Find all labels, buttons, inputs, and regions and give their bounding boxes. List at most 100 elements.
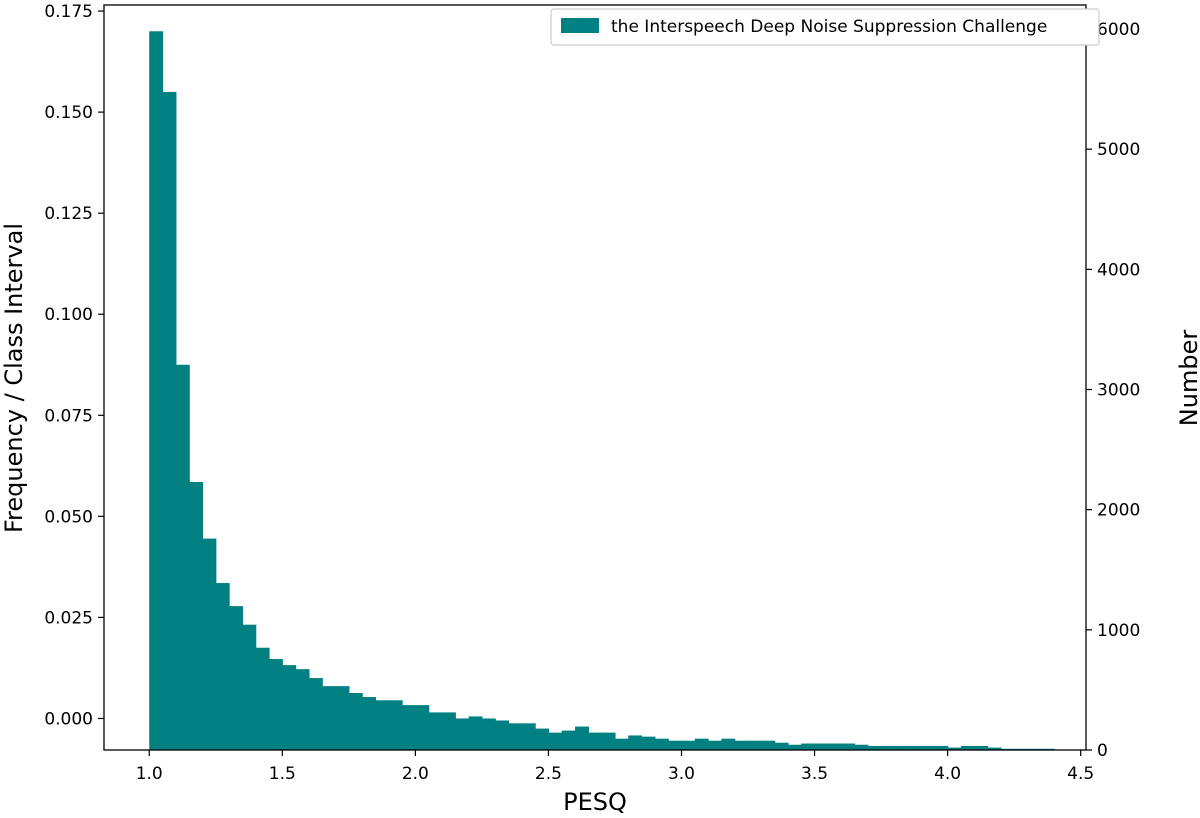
y-axis-right: 0 1000 2000 3000 4000 5000 6000 bbox=[1086, 20, 1140, 761]
histogram-bar bbox=[362, 697, 377, 750]
histogram-bar bbox=[921, 745, 935, 750]
y-axis-left: 0.000 0.025 0.050 0.075 0.100 0.125 0.150 0.175 bbox=[44, 2, 104, 729]
x-tick-label: 2.5 bbox=[535, 764, 562, 784]
histogram-bar bbox=[748, 740, 762, 750]
histogram-bar bbox=[575, 726, 589, 750]
histogram-bar bbox=[654, 738, 669, 750]
x-tick-label: 4.5 bbox=[1067, 764, 1094, 784]
y-axis-right-title: Number bbox=[1175, 330, 1200, 427]
histogram-bar bbox=[322, 686, 337, 750]
histogram-bar bbox=[734, 740, 749, 750]
histogram-bar bbox=[242, 624, 257, 750]
histogram-bar bbox=[455, 718, 470, 750]
histogram-bar bbox=[441, 712, 456, 750]
histogram-bar bbox=[628, 735, 643, 750]
histogram-bar bbox=[827, 743, 842, 750]
y-right-tick-label: 6000 bbox=[1097, 20, 1140, 40]
histogram-bar bbox=[202, 538, 217, 750]
histogram-bar bbox=[415, 705, 430, 750]
histogram-bar bbox=[535, 728, 550, 750]
histogram-bar bbox=[721, 738, 736, 750]
histogram-bar bbox=[854, 744, 869, 750]
plot-frame bbox=[103, 4, 1087, 751]
bars-group bbox=[149, 31, 1055, 751]
histogram-bar bbox=[974, 745, 989, 750]
legend-swatch bbox=[561, 18, 599, 33]
x-tick-label: 4.0 bbox=[934, 764, 961, 784]
y-axis-left-title: Frequency / Class Interval bbox=[0, 223, 28, 533]
y-left-tick-label: 0.100 bbox=[44, 305, 93, 325]
histogram-bar bbox=[521, 723, 536, 750]
histogram-bar bbox=[960, 745, 975, 750]
histogram-bar bbox=[402, 705, 416, 750]
x-axis: 1.0 1.5 2.0 2.5 3.0 3.5 4.0 4.5 bbox=[136, 750, 1094, 784]
histogram-bar bbox=[641, 736, 656, 750]
x-axis-title: PESQ bbox=[563, 788, 627, 816]
histogram-bar bbox=[681, 740, 696, 750]
y-left-tick-label: 0.075 bbox=[44, 406, 93, 426]
legend: the Interspeech Deep Noise Suppression C… bbox=[550, 8, 1100, 46]
histogram-bar bbox=[255, 647, 270, 750]
histogram-bar bbox=[548, 732, 563, 750]
histogram-bar bbox=[229, 606, 243, 750]
y-right-tick-label: 1000 bbox=[1097, 621, 1140, 641]
histogram-bar bbox=[907, 745, 922, 750]
x-tick-label: 3.5 bbox=[801, 764, 828, 784]
histogram-bar bbox=[481, 718, 496, 750]
histogram-bar bbox=[388, 700, 403, 750]
histogram-bar bbox=[335, 686, 350, 750]
histogram-bar bbox=[175, 364, 190, 750]
histogram-bar bbox=[308, 678, 323, 750]
histogram-bar bbox=[561, 730, 576, 750]
legend-box bbox=[550, 8, 1100, 46]
histogram-bar bbox=[814, 743, 829, 750]
y-left-tick-label: 0.125 bbox=[44, 204, 93, 224]
histogram-bar bbox=[495, 720, 510, 750]
histogram-bar bbox=[787, 744, 802, 750]
y-left-tick-label: 0.050 bbox=[44, 507, 93, 527]
histogram-bar bbox=[774, 742, 789, 750]
x-tick-label: 1.0 bbox=[136, 764, 163, 784]
histogram-bar bbox=[348, 693, 363, 750]
histogram-bar bbox=[881, 745, 895, 750]
histogram-bar bbox=[282, 665, 297, 750]
histogram-bar bbox=[694, 738, 709, 750]
y-right-tick-label: 0 bbox=[1097, 741, 1108, 761]
histogram-bar bbox=[295, 669, 310, 750]
x-tick-label: 3.0 bbox=[668, 764, 695, 784]
histogram-bar bbox=[268, 659, 283, 750]
histogram-bar bbox=[428, 712, 443, 750]
histogram-bar bbox=[668, 740, 683, 750]
y-left-tick-label: 0.000 bbox=[44, 709, 93, 729]
y-right-tick-label: 2000 bbox=[1097, 501, 1140, 521]
histogram-bar bbox=[987, 747, 1002, 750]
histogram-bar bbox=[588, 732, 603, 750]
histogram-bar bbox=[215, 583, 230, 750]
histogram-bar bbox=[375, 700, 390, 750]
y-left-tick-label: 0.175 bbox=[44, 2, 93, 22]
histogram-bar bbox=[708, 740, 723, 750]
histogram-bar bbox=[867, 745, 882, 750]
histogram-bar bbox=[841, 743, 856, 750]
histogram-bar bbox=[162, 91, 177, 751]
histogram-bar bbox=[801, 743, 816, 750]
histogram-bar bbox=[189, 481, 204, 750]
histogram-bar bbox=[761, 740, 776, 750]
histogram-bar bbox=[468, 716, 483, 750]
x-tick-label: 2.0 bbox=[402, 764, 429, 784]
histogram-bar bbox=[894, 745, 909, 750]
legend-label: the Interspeech Deep Noise Suppression C… bbox=[611, 17, 1047, 37]
y-right-tick-label: 5000 bbox=[1097, 140, 1140, 160]
histogram-bar bbox=[947, 747, 962, 750]
x-tick-label: 1.5 bbox=[269, 764, 296, 784]
histogram-bar bbox=[614, 738, 629, 750]
histogram-bar bbox=[934, 745, 949, 750]
histogram-bar bbox=[508, 723, 523, 750]
histogram-bar bbox=[601, 732, 616, 750]
histogram-bar bbox=[149, 31, 164, 751]
y-left-tick-label: 0.025 bbox=[44, 608, 93, 628]
y-right-tick-label: 3000 bbox=[1097, 381, 1140, 401]
y-left-tick-label: 0.150 bbox=[44, 103, 93, 123]
y-right-tick-label: 4000 bbox=[1097, 260, 1140, 280]
